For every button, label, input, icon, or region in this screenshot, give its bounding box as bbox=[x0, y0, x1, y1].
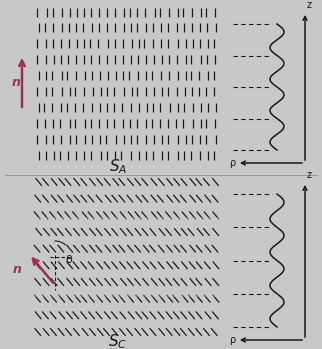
Text: $S_C$: $S_C$ bbox=[109, 333, 128, 349]
Text: z: z bbox=[307, 170, 312, 180]
Text: ρ: ρ bbox=[229, 158, 235, 168]
Text: n: n bbox=[13, 263, 21, 276]
Text: ρ: ρ bbox=[229, 335, 235, 345]
Text: z: z bbox=[307, 0, 312, 10]
Text: θ: θ bbox=[65, 255, 72, 265]
Text: $S_A$: $S_A$ bbox=[109, 158, 127, 176]
Text: n: n bbox=[12, 76, 20, 89]
